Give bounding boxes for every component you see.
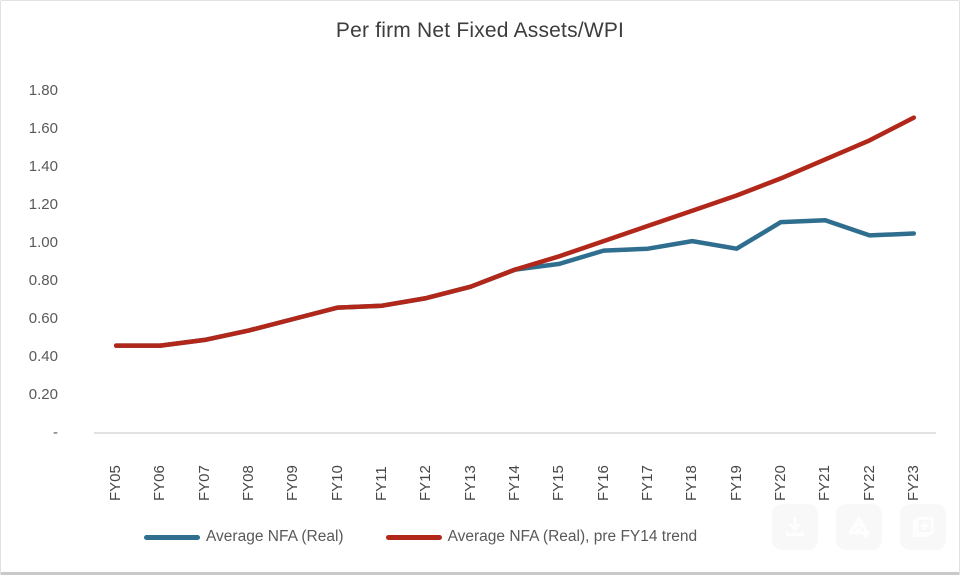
x-tick-label: FY09 [284, 465, 302, 501]
x-tick-label: FY20 [771, 465, 789, 501]
x-tick-label: FY05 [107, 465, 125, 501]
x-tick-label: FY06 [151, 465, 169, 501]
x-tick-label: FY18 [683, 465, 701, 501]
series-line-1 [113, 115, 917, 348]
x-tick-label: FY15 [550, 465, 568, 501]
legend-line-swatch-blue [144, 534, 200, 540]
y-tick-label: 0.40 [28, 348, 58, 365]
scan-add-icon[interactable] [836, 504, 882, 550]
y-tick-label: 0.80 [28, 272, 58, 289]
legend-item-pre-fy14-trend: Average NFA (Real), pre FY14 trend [385, 528, 698, 546]
series-line-0 [113, 217, 917, 348]
y-tick-label: 1.40 [28, 158, 58, 175]
x-tick-label: FY14 [506, 465, 523, 501]
x-tick-label: FY21 [816, 465, 834, 501]
y-tick-label: 0.20 [28, 386, 58, 403]
legend-item-average-nfa-real: Average NFA (Real) [144, 528, 344, 546]
x-tick-label: FY16 [594, 465, 612, 501]
x-tick-label: FY19 [727, 465, 745, 501]
y-tick-label: - [53, 424, 58, 441]
chart-legend: Average NFA (Real) Average NFA (Real), p… [144, 528, 697, 546]
x-tick-label: FY17 [638, 465, 656, 501]
legend-line-swatch-red [385, 534, 442, 540]
download-icon[interactable] [772, 504, 818, 550]
x-tick-label: FY12 [417, 465, 435, 501]
album-add-icon[interactable] [900, 504, 946, 550]
chart-title: Per firm Net Fixed Assets/WPI [335, 19, 625, 42]
y-tick-label: 1.20 [28, 196, 58, 213]
legend-label: Average NFA (Real), pre FY14 trend [447, 528, 698, 545]
x-tick-label: FY07 [195, 465, 213, 501]
x-tick-label: FY22 [860, 465, 878, 501]
x-tick-label: FY13 [461, 465, 479, 501]
x-tick-label: FY10 [328, 465, 346, 501]
y-tick-label: 0.60 [28, 310, 58, 327]
legend-label: Average NFA (Real) [206, 528, 344, 545]
x-tick-label: FY23 [904, 465, 922, 501]
x-tick-label: FY08 [240, 465, 258, 501]
y-tick-label: 1.60 [28, 120, 58, 137]
y-tick-label: 1.80 [28, 82, 58, 99]
x-tick-label: FY11 [373, 466, 391, 501]
y-tick-label: 1.00 [28, 234, 58, 251]
